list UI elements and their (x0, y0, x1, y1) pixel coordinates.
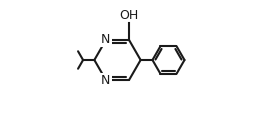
Text: OH: OH (119, 9, 139, 22)
Text: N: N (101, 33, 111, 46)
Text: N: N (101, 74, 111, 87)
